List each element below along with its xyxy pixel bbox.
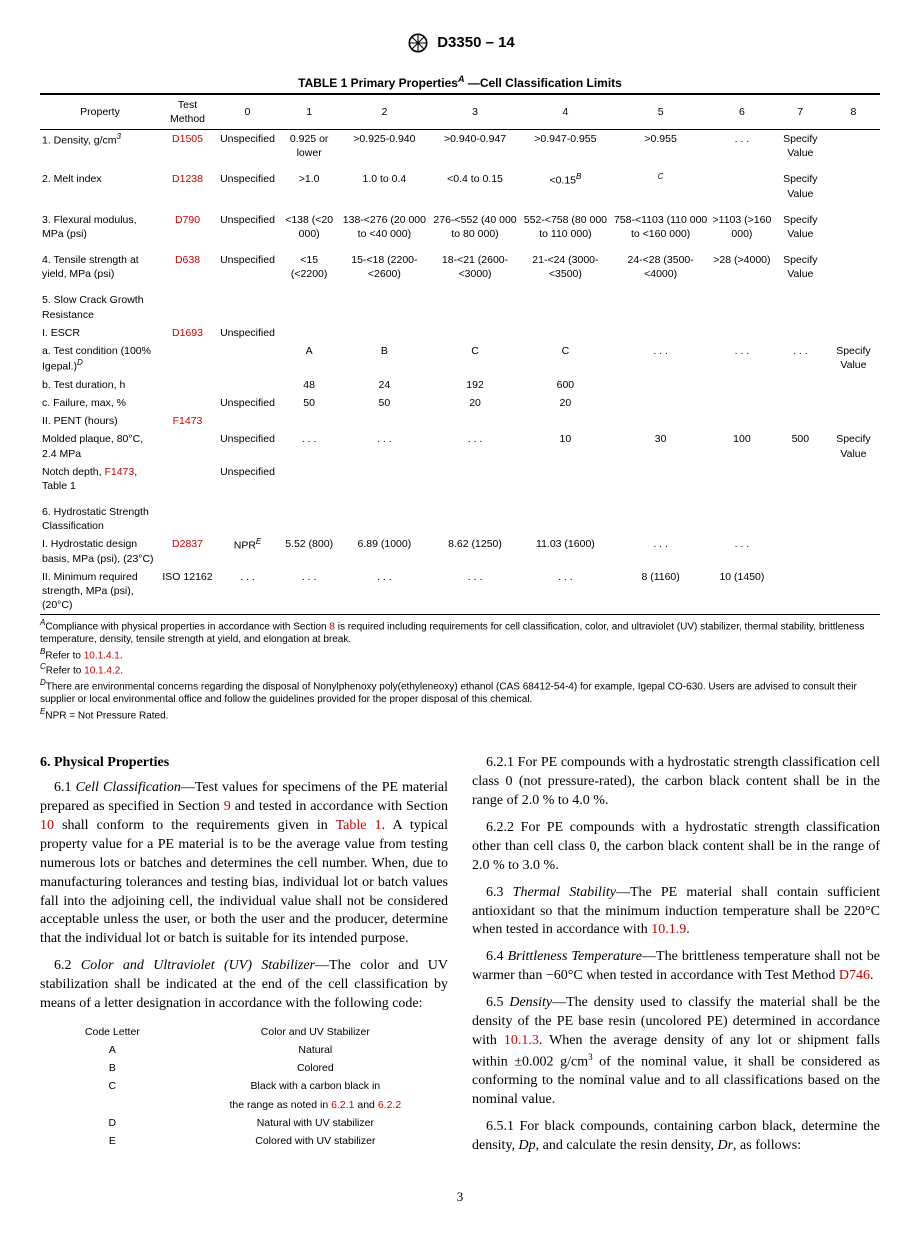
table-row: 1. Density, g/cm3 D1505 Unspecified0.925… — [40, 130, 880, 163]
table-row: I. Hydrostatic design basis, MPa (psi), … — [40, 535, 880, 567]
table-row: 4. Tensile strength at yield, MPa (psi)D… — [40, 243, 880, 283]
body-columns: 6. Physical Properties 6.1 Cell Classifi… — [40, 754, 880, 1164]
astm-logo-icon — [405, 30, 431, 56]
table-row: 5. Slow Crack Growth Resistance — [40, 283, 880, 323]
para-6-2: 6.2 Color and Ultraviolet (UV) Stabilize… — [40, 957, 448, 1014]
para-6-2-1: 6.2.1 For PE compounds with a hydrostati… — [472, 754, 880, 811]
para-6-4: 6.4 Brittleness Temperature—The brittlen… — [472, 948, 880, 986]
table-row: I. ESCRD1693Unspecified — [40, 324, 880, 342]
table-row: b. Test duration, h4824192600 — [40, 376, 880, 394]
table-row: Molded plaque, 80°C, 2.4 MPaUnspecified.… — [40, 430, 880, 462]
col-method: Test Method — [160, 94, 215, 130]
doc-id: D3350 – 14 — [437, 33, 515, 53]
table-title: TABLE 1 Primary PropertiesA —Cell Classi… — [40, 73, 880, 91]
col-property: Property — [40, 94, 160, 130]
right-column: 6.2.1 For PE compounds with a hydrostati… — [472, 754, 880, 1164]
doc-header: D3350 – 14 — [40, 30, 880, 61]
para-6-2-2: 6.2.2 For PE compounds with a hydrostati… — [472, 819, 880, 876]
para-6-5: 6.5 Density—The density used to classify… — [472, 994, 880, 1110]
para-6-3: 6.3 Thermal Stability—The PE material sh… — [472, 884, 880, 941]
table-row: 6. Hydrostatic Strength Classification — [40, 495, 880, 535]
table-row: II. PENT (hours)F1473 — [40, 412, 880, 430]
table-row: Notch depth, F1473, Table 1Unspecified — [40, 463, 880, 495]
primary-properties-table: Property Test Method 012345678 1. Densit… — [40, 93, 880, 615]
table-row: II. Minimum required strength, MPa (psi)… — [40, 568, 880, 615]
para-6-5-1: 6.5.1 For black compounds, containing ca… — [472, 1118, 880, 1156]
table-row: c. Failure, max, %Unspecified50502020 — [40, 394, 880, 412]
left-column: 6. Physical Properties 6.1 Cell Classifi… — [40, 754, 448, 1164]
table-row: 3. Flexural modulus, MPa (psi)D790 Unspe… — [40, 203, 880, 243]
code-letter-table: Code LetterColor and UV Stabilizer ANatu… — [40, 1022, 448, 1151]
section-heading: 6. Physical Properties — [40, 754, 448, 773]
table-header-row: Property Test Method 012345678 — [40, 94, 880, 130]
page-number: 3 — [40, 1188, 880, 1206]
table-row: a. Test condition (100% Igepal.)D ABCC. … — [40, 342, 880, 376]
table-row: 2. Melt index D1238 Unspecified>1.01.0 t… — [40, 162, 880, 202]
table-footnotes: ACompliance with physical properties in … — [40, 618, 880, 722]
para-6-1: 6.1 Cell Classification—Test values for … — [40, 779, 448, 949]
